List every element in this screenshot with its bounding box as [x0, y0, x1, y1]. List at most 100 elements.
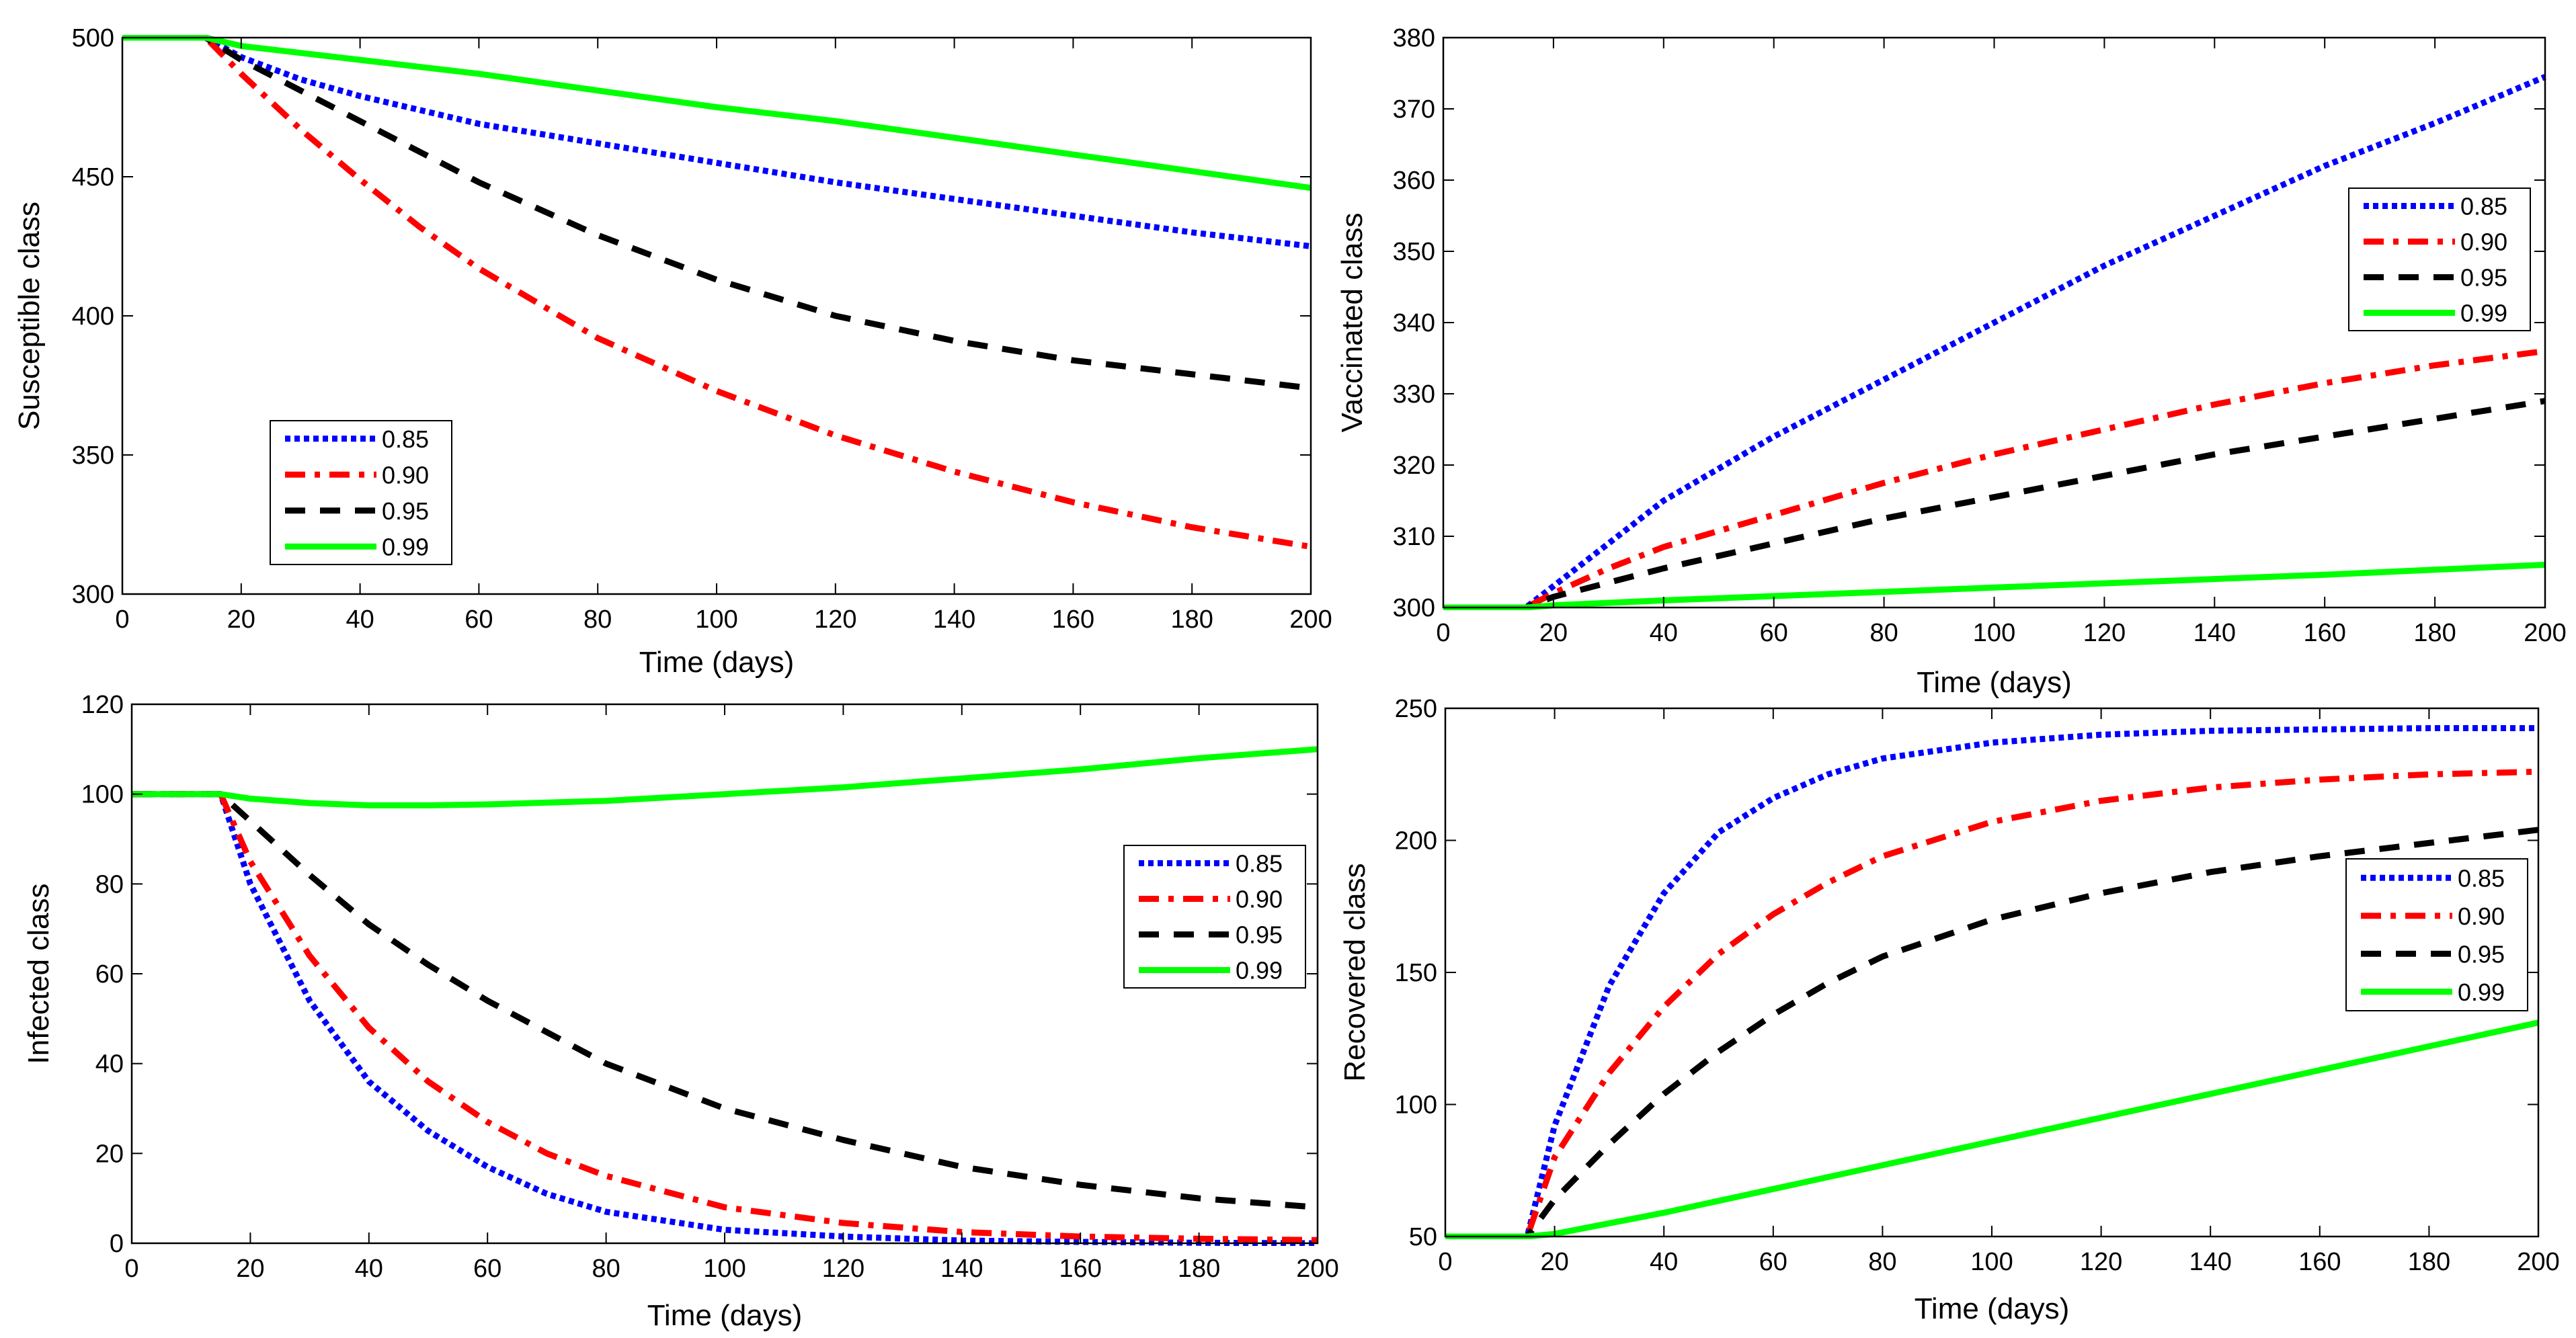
x-tick-label: 100 [703, 1255, 746, 1283]
legend-label-0.99: 0.99 [2460, 300, 2507, 327]
y-axis-label: Recovered class [1338, 863, 1371, 1081]
x-tick-label: 0 [124, 1255, 138, 1283]
x-tick-label: 0 [115, 605, 129, 634]
x-tick-label: 100 [695, 605, 737, 634]
series-line-0.85 [132, 791, 1318, 1246]
x-axis-label: Time (days) [1915, 1292, 2070, 1325]
x-tick-label: 200 [1296, 1255, 1338, 1283]
y-tick-label: 50 [1409, 1223, 1437, 1251]
y-tick-label: 20 [95, 1140, 124, 1168]
series-line-0.95 [122, 35, 1312, 392]
legend-label-0.90: 0.90 [382, 461, 429, 489]
legend-label-0.95: 0.95 [382, 497, 429, 525]
legend-label-0.95: 0.95 [1236, 921, 1283, 949]
x-tick-label: 200 [2524, 619, 2566, 647]
y-tick-label: 340 [1393, 309, 1435, 337]
legend-label-0.85: 0.85 [1236, 850, 1283, 878]
x-tick-label: 120 [822, 1255, 864, 1283]
series-line-0.90 [1445, 768, 2539, 1239]
legend-label-0.90: 0.90 [2458, 903, 2505, 930]
series-line-0.95 [132, 791, 1318, 1210]
x-axis-label: Time (days) [639, 646, 795, 679]
legend-label-0.99: 0.99 [2458, 978, 2505, 1006]
legend-box [2348, 187, 2531, 331]
y-tick-label: 330 [1393, 380, 1435, 409]
y-tick-label: 360 [1393, 167, 1435, 195]
x-tick-label: 200 [1289, 605, 1332, 634]
y-tick-label: 100 [1395, 1091, 1437, 1120]
x-tick-label: 160 [2303, 619, 2345, 647]
legend: 0.85 0.90 0.95 0.99 [270, 420, 452, 565]
series-line-0.95 [1445, 827, 2539, 1239]
x-tick-label: 120 [2083, 619, 2126, 647]
x-tick-label: 0 [1438, 1248, 1452, 1276]
x-axis-label: Time (days) [647, 1299, 803, 1332]
series-line-0.99 [122, 35, 1312, 192]
y-tick-label: 300 [72, 581, 114, 609]
x-tick-label: 20 [1539, 619, 1568, 647]
x-tick-label: 60 [1759, 1248, 1787, 1276]
x-tick-label: 160 [1059, 1255, 1101, 1283]
y-tick-label: 350 [72, 442, 114, 470]
y-axis-label: Susceptible class [13, 202, 46, 430]
legend-label-0.99: 0.99 [382, 533, 429, 560]
series-line-0.85 [122, 35, 1312, 249]
x-tick-label: 160 [2298, 1248, 2341, 1276]
series-line-0.85 [1445, 725, 2538, 1239]
y-tick-label: 40 [95, 1050, 124, 1079]
x-tick-label: 120 [2080, 1248, 2122, 1276]
x-tick-label: 20 [236, 1255, 264, 1283]
x-tick-label: 160 [1052, 605, 1094, 634]
x-tick-label: 80 [1868, 1248, 1896, 1276]
x-tick-label: 140 [940, 1255, 983, 1283]
y-tick-label: 500 [72, 24, 114, 52]
y-tick-label: 350 [1393, 238, 1435, 266]
x-tick-label: 180 [1178, 1255, 1220, 1283]
legend: 0.85 0.90 0.95 0.99 [2345, 858, 2528, 1011]
x-tick-label: 180 [2408, 1248, 2450, 1276]
chart-susceptible: 0 20 40 60 80 100 120 140 160 180 200 300 350 400 450 5… [13, 24, 1332, 679]
x-tick-label: 40 [1650, 619, 1678, 647]
x-tick-label: 120 [814, 605, 856, 634]
y-tick-label: 120 [81, 691, 124, 719]
y-axis-label: Vaccinated class [1336, 213, 1369, 433]
y-tick-label: 60 [95, 960, 124, 989]
x-tick-label: 40 [1650, 1248, 1678, 1276]
legend-label-0.85: 0.85 [382, 425, 429, 453]
series-line-0.85 [1443, 74, 2546, 610]
legend-box [270, 420, 452, 565]
y-tick-label: 0 [110, 1230, 124, 1258]
chart-infected: 0 20 40 60 80 100 120 140 160 180 200 0 20 40 60 80 100 1… [22, 691, 1339, 1332]
y-tick-label: 250 [1395, 695, 1437, 723]
legend: 0.85 0.90 0.95 0.99 [1123, 845, 1306, 989]
x-tick-label: 100 [1970, 1248, 2013, 1276]
legend-box [1123, 845, 1306, 989]
series-line-0.99 [1443, 561, 2546, 610]
x-tick-label: 180 [2413, 619, 2456, 647]
x-tick-label: 20 [1540, 1248, 1568, 1276]
y-tick-label: 100 [81, 781, 124, 809]
x-axis-label: Time (days) [1917, 666, 2072, 699]
legend-label-0.95: 0.95 [2460, 264, 2507, 292]
y-tick-label: 310 [1393, 523, 1435, 551]
y-axis-label: Infected class [22, 883, 55, 1064]
series-line-0.99 [1445, 1019, 2539, 1239]
chart-vaccinated: 0 20 40 60 80 100 120 140 160 180 200 300 310 320 330 3… [1336, 24, 2567, 699]
x-tick-label: 200 [2517, 1248, 2559, 1276]
y-tick-label: 450 [72, 163, 114, 192]
legend-label-0.85: 0.85 [2460, 193, 2507, 220]
y-tick-label: 370 [1393, 95, 1435, 124]
x-tick-label: 40 [355, 1255, 383, 1283]
chart-recovered: 0 20 40 60 80 100 120 140 160 180 200 50 100 150 200 25… [1338, 695, 2560, 1325]
x-tick-label: 60 [473, 1255, 501, 1283]
x-tick-label: 140 [2189, 1248, 2231, 1276]
legend-box [2345, 858, 2528, 1011]
y-tick-label: 80 [95, 870, 124, 898]
x-tick-label: 80 [1869, 619, 1898, 647]
series-line-0.95 [1443, 398, 2546, 610]
legend-label-0.90: 0.90 [2460, 228, 2507, 256]
x-tick-label: 140 [933, 605, 975, 634]
y-tick-label: 380 [1393, 24, 1435, 52]
x-tick-label: 80 [583, 605, 612, 634]
series-line-0.90 [122, 35, 1312, 550]
